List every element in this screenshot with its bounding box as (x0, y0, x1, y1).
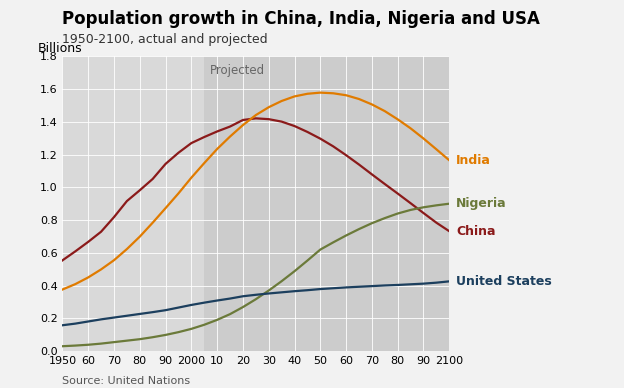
Text: Population growth in China, India, Nigeria and USA: Population growth in China, India, Niger… (62, 10, 540, 28)
Bar (204, 56, 449, 351)
Text: United States: United States (456, 275, 552, 288)
Text: Projected: Projected (210, 64, 265, 78)
Text: Nigeria: Nigeria (456, 197, 507, 210)
Text: Source: United Nations: Source: United Nations (62, 376, 190, 386)
Text: 1950-2100, actual and projected: 1950-2100, actual and projected (62, 33, 268, 46)
Text: Billions: Billions (37, 42, 82, 55)
Text: China: China (456, 225, 495, 238)
Text: India: India (456, 154, 491, 167)
